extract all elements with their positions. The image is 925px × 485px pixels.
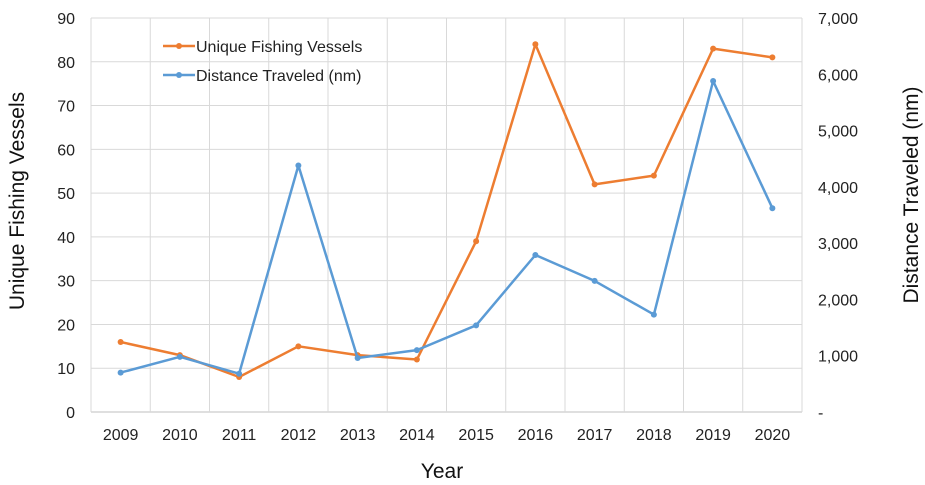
right-tick-label: 3,000	[818, 236, 858, 253]
data-point	[532, 251, 539, 258]
data-point	[532, 41, 539, 48]
left-tick-label: 40	[57, 230, 75, 247]
series-line-0	[120, 43, 773, 379]
x-axis-title: Year	[421, 460, 463, 483]
right-axis-ticks: - 1,000 2,000 3,000 4,000 5,000 6,000 7,000	[818, 11, 858, 422]
x-tick-label: 2013	[340, 427, 376, 444]
right-tick-label: 6,000	[818, 67, 858, 84]
legend: Unique Fishing Vessels Distance Traveled…	[163, 39, 362, 85]
right-tick-label: 7,000	[818, 11, 858, 28]
x-axis-ticks: 2009 2010 2011 2012 2013 2014 2015 2016 2017 2018…	[103, 427, 790, 444]
data-point	[236, 370, 243, 377]
right-tick-label: -	[818, 405, 823, 422]
data-point	[650, 311, 657, 318]
data-point	[354, 354, 361, 361]
right-tick-label: 1,000	[818, 349, 858, 366]
x-tick-label: 2011	[222, 427, 257, 444]
left-tick-label: 30	[57, 274, 75, 291]
left-tick-label: 50	[57, 186, 75, 203]
left-tick-label: 20	[57, 317, 75, 334]
data-point	[295, 343, 302, 350]
data-point	[117, 369, 124, 376]
legend-marker-distance	[176, 72, 182, 78]
x-tick-label: 2014	[399, 427, 435, 444]
left-tick-label: 90	[57, 11, 75, 28]
data-point	[591, 181, 598, 188]
left-tick-label: 80	[57, 55, 75, 72]
x-tick-label: 2020	[755, 427, 791, 444]
data-point	[769, 205, 776, 212]
legend-item-distance: Distance Traveled (nm)	[163, 68, 361, 85]
data-point	[473, 238, 480, 245]
left-tick-label: 70	[57, 99, 75, 116]
legend-label-vessels: Unique Fishing Vessels	[196, 39, 362, 56]
left-axis-title: Unique Fishing Vessels	[6, 92, 29, 310]
left-axis-ticks: 0 10 20 30 40 50 60 70 80 90	[57, 11, 75, 422]
legend-label-distance: Distance Traveled (nm)	[196, 68, 361, 85]
data-point	[413, 347, 420, 354]
x-tick-label: 2018	[636, 427, 672, 444]
data-point	[473, 322, 480, 329]
x-tick-label: 2010	[162, 427, 198, 444]
x-tick-label: 2016	[518, 427, 554, 444]
x-tick-label: 2019	[695, 427, 731, 444]
right-tick-label: 5,000	[818, 124, 858, 141]
data-point	[710, 45, 717, 52]
data-point	[650, 172, 657, 179]
data-point	[413, 356, 420, 363]
data-point	[591, 277, 598, 284]
right-tick-label: 4,000	[818, 180, 858, 197]
left-tick-label: 0	[66, 405, 75, 422]
grid-lines	[90, 17, 803, 413]
data-point	[176, 353, 183, 360]
right-tick-label: 2,000	[818, 292, 858, 309]
data-point	[117, 338, 124, 345]
series-lines	[117, 41, 776, 380]
data-point	[769, 54, 776, 61]
x-tick-label: 2012	[281, 427, 317, 444]
left-tick-label: 60	[57, 142, 75, 159]
x-tick-label: 2009	[103, 427, 139, 444]
legend-marker-vessels	[176, 43, 182, 49]
right-axis-title: Distance Traveled (nm)	[900, 86, 923, 303]
data-point	[710, 78, 717, 85]
series-line-1	[120, 79, 774, 375]
x-tick-label: 2017	[577, 427, 613, 444]
x-tick-label: 2015	[458, 427, 494, 444]
legend-item-vessels: Unique Fishing Vessels	[163, 39, 362, 56]
left-tick-label: 10	[57, 361, 75, 378]
data-point	[295, 162, 302, 169]
